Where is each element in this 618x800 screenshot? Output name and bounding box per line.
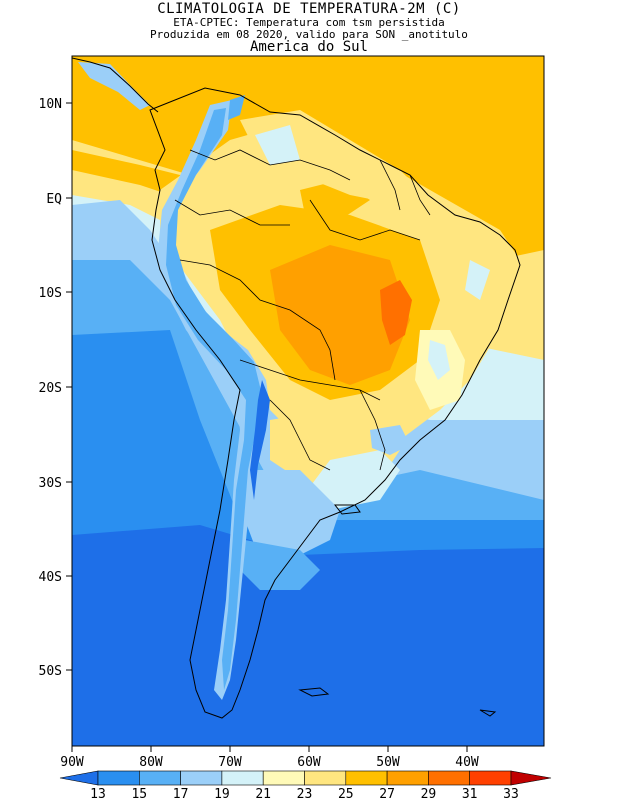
colorbar-segment: [262, 770, 305, 786]
colorbar-tick-label: 31: [462, 787, 478, 800]
colorbar-tick-label: 13: [90, 787, 106, 800]
colorbar-tick-label: 33: [503, 787, 519, 800]
colorbar-tick-label: 29: [421, 787, 437, 800]
coastline: [72, 57, 521, 719]
colorbar-tick-label: 19: [214, 787, 230, 800]
colorbar-arrow-low: [59, 770, 99, 786]
map-region-title: America do Sul: [249, 39, 368, 55]
lat-label-40s: 40S: [39, 570, 62, 585]
lat-label-50s: 50S: [39, 664, 62, 679]
lon-label-50w: 50W: [376, 755, 400, 770]
colorbar-tick-label: 25: [338, 787, 354, 800]
map-title: CLIMATOLOGIA DE TEMPERATURA-2M (C): [157, 1, 461, 17]
lat-label-10n: 10N: [39, 97, 62, 112]
colorbar-segment: [345, 770, 388, 786]
colorbar-segment: [97, 770, 140, 786]
colorbar-tick-label: 17: [173, 787, 189, 800]
colorbar-segment: [221, 770, 264, 786]
colorbar-tick-label: 21: [255, 787, 271, 800]
lat-label-10s: 10S: [39, 286, 62, 301]
colorbar-segment: [139, 770, 181, 786]
map-subtitle-validity: Produzida em 08 2020, valido para SON _a…: [150, 28, 468, 41]
colorbar-segment: [386, 770, 429, 786]
country-borders: [174, 149, 431, 471]
lon-label-70w: 70W: [218, 755, 242, 770]
colorbar-segment: [304, 770, 347, 786]
lon-label-80w: 80W: [139, 755, 163, 770]
temperature-field: [72, 56, 544, 746]
andes-cold-band: [158, 95, 270, 700]
colorbar-segment: [180, 770, 223, 786]
lat-label-30s: 30S: [39, 476, 62, 491]
colorbar-segment: [469, 770, 512, 786]
lat-label-20s: 20S: [39, 381, 62, 396]
longitude-axis: 90W 80W 70W 60W 50W 40W: [60, 746, 479, 770]
map-frame: [71, 55, 545, 747]
colorbar: 13 15 17 19 21 23 25 27 29 31 33: [59, 770, 552, 800]
colorbar-segment: [428, 770, 470, 786]
colorbar-tick-label: 15: [131, 787, 147, 800]
lon-label-40w: 40W: [455, 755, 479, 770]
lat-label-eq: EQ: [46, 192, 62, 207]
lon-label-60w: 60W: [297, 755, 321, 770]
colorbar-tick-label: 23: [297, 787, 313, 800]
colorbar-arrow-high: [510, 770, 552, 786]
land-temperature-shading: [160, 110, 520, 590]
colorbar-tick-label: 27: [379, 787, 395, 800]
map-subtitle-model: ETA-CPTEC: Temperatura com tsm persistid…: [173, 16, 445, 29]
lon-label-90w: 90W: [60, 755, 84, 770]
latitude-axis: 10N EQ 10S 20S 30S 40S 50S: [39, 97, 72, 679]
